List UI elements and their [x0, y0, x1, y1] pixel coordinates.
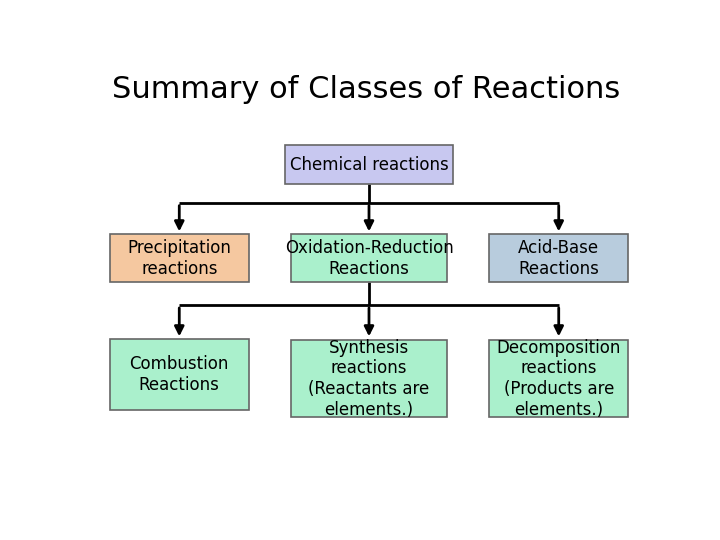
FancyBboxPatch shape: [285, 145, 453, 184]
FancyBboxPatch shape: [291, 234, 447, 282]
FancyBboxPatch shape: [489, 340, 629, 417]
Text: Synthesis
reactions
(Reactants are
elements.): Synthesis reactions (Reactants are eleme…: [308, 339, 430, 419]
FancyBboxPatch shape: [291, 340, 447, 417]
Text: Acid-Base
Reactions: Acid-Base Reactions: [518, 239, 599, 278]
Text: Oxidation-Reduction
Reactions: Oxidation-Reduction Reactions: [284, 239, 454, 278]
Text: Combustion
Reactions: Combustion Reactions: [130, 355, 229, 394]
Text: Chemical reactions: Chemical reactions: [289, 156, 449, 173]
FancyBboxPatch shape: [109, 234, 249, 282]
Text: Summary of Classes of Reactions: Summary of Classes of Reactions: [112, 75, 621, 104]
Text: Decomposition
reactions
(Products are
elements.): Decomposition reactions (Products are el…: [497, 339, 621, 419]
Text: Precipitation
reactions: Precipitation reactions: [127, 239, 231, 278]
FancyBboxPatch shape: [109, 339, 249, 410]
FancyBboxPatch shape: [489, 234, 629, 282]
